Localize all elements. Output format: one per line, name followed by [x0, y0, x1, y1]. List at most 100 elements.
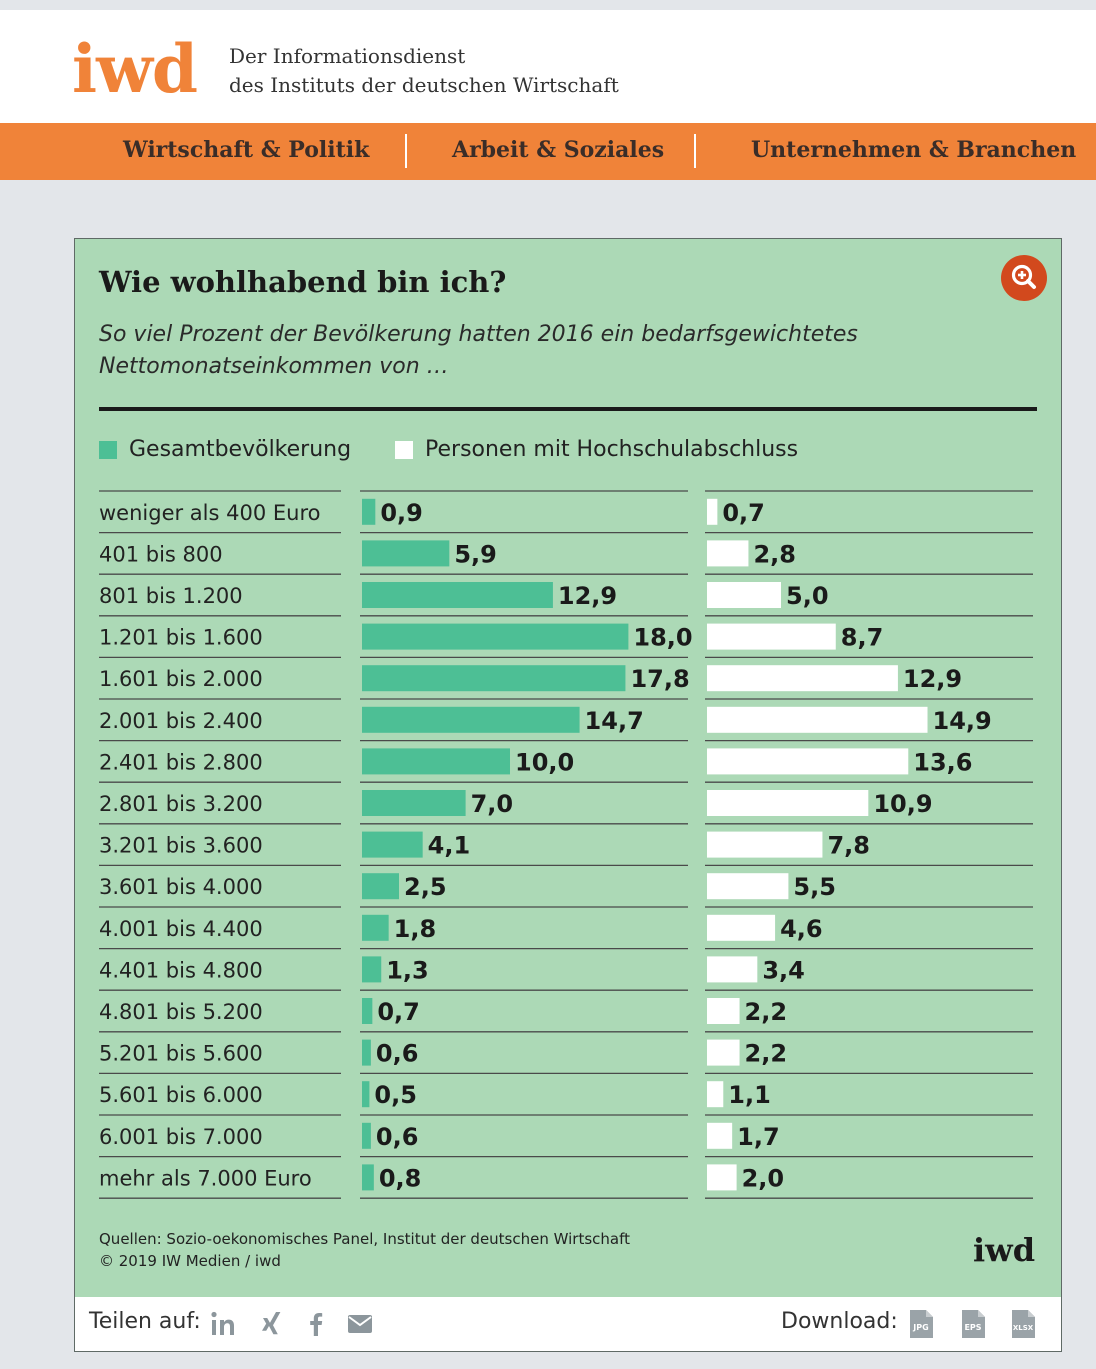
data-label: 8,7 — [841, 624, 884, 652]
share-download-bar: Teilen auf: Download: JPG EPS — [75, 1297, 1061, 1351]
legend-swatch-total — [99, 441, 117, 459]
category-label: 801 bis 1.200 — [99, 584, 243, 608]
category-label: weniger als 400 Euro — [99, 501, 320, 525]
data-label: 3,4 — [762, 956, 805, 984]
data-label: 1,8 — [394, 915, 437, 943]
bar-chart: weniger als 400 Euro 0,9 0,7 401 bis 800 5,9… — [99, 490, 1033, 1199]
category-label: 6.001 bis 7.000 — [99, 1125, 263, 1149]
facebook-icon[interactable] — [301, 1309, 331, 1339]
data-label: 13,6 — [913, 748, 972, 776]
source-note: Quellen: Sozio-oekonomisches Panel, Inst… — [99, 1228, 630, 1272]
bar — [362, 623, 629, 650]
category-label: 5.601 bis 6.000 — [99, 1083, 263, 1107]
bar — [707, 540, 749, 567]
data-label: 2,2 — [745, 998, 788, 1026]
data-label: 14,7 — [585, 707, 644, 735]
chart-card: Wie wohlhabend bin ich? So viel Prozent … — [75, 239, 1061, 1297]
nav-divider — [694, 134, 696, 168]
data-label: 5,0 — [786, 582, 829, 610]
bar — [707, 1122, 733, 1149]
data-label: 2,2 — [745, 1040, 788, 1068]
data-label: 1,1 — [728, 1081, 771, 1109]
bar — [362, 1081, 370, 1108]
title-rule — [99, 407, 1037, 411]
data-label: 18,0 — [633, 624, 692, 652]
bar — [707, 623, 836, 650]
category-label: mehr als 7.000 Euro — [99, 1166, 312, 1190]
site-logo[interactable]: iwd — [72, 30, 198, 108]
category-label: 3.201 bis 3.600 — [99, 834, 263, 858]
source-line: Quellen: Sozio-oekonomisches Panel, Inst… — [99, 1230, 631, 1248]
bar — [362, 873, 399, 900]
data-label: 10,9 — [873, 790, 932, 818]
category-label: 2.401 bis 2.800 — [99, 750, 263, 774]
data-label: 1,3 — [386, 956, 429, 984]
data-label: 4,6 — [780, 915, 823, 943]
category-label: 4.001 bis 4.400 — [99, 917, 263, 941]
bar — [707, 831, 823, 858]
nav-item-wirtschaft-politik[interactable]: Wirtschaft & Politik — [123, 137, 370, 163]
bar — [362, 1122, 371, 1149]
bar — [707, 1039, 740, 1066]
bar — [362, 706, 580, 733]
nav-item-unternehmen-branchen[interactable]: Unternehmen & Branchen — [751, 137, 1077, 163]
data-label: 0,5 — [374, 1081, 417, 1109]
zoom-in-icon — [1011, 264, 1036, 289]
bar — [707, 1081, 724, 1108]
main-nav: Wirtschaft & Politik Arbeit & Soziales U… — [0, 123, 1096, 180]
data-label: 0,6 — [376, 1123, 419, 1151]
bar — [362, 831, 423, 858]
category-label: 1.601 bis 2.000 — [99, 667, 263, 691]
legend-label-total: Gesamtbevölkerung — [129, 437, 352, 462]
category-label: 2.801 bis 3.200 — [99, 792, 263, 816]
data-label: 7,8 — [827, 832, 870, 860]
data-label: 0,9 — [380, 499, 423, 527]
category-label: 1.201 bis 1.600 — [99, 626, 263, 650]
nav-item-arbeit-soziales[interactable]: Arbeit & Soziales — [452, 137, 665, 163]
bar — [707, 873, 789, 900]
zoom-button[interactable] — [1001, 255, 1047, 301]
chart-subtitle: So viel Prozent der Bevölkerung hatten 2… — [99, 322, 858, 379]
bar — [362, 914, 389, 941]
linkedin-icon[interactable] — [209, 1309, 239, 1339]
download-eps-icon[interactable]: EPS — [959, 1309, 987, 1339]
category-label: 4.801 bis 5.200 — [99, 1000, 263, 1024]
category-label: 2.001 bis 2.400 — [99, 709, 263, 733]
bar — [362, 1039, 371, 1066]
download-label: Download: — [781, 1309, 898, 1334]
data-label: 5,5 — [793, 873, 836, 901]
data-label: 12,9 — [558, 582, 617, 610]
data-label: 10,0 — [515, 748, 574, 776]
bar — [707, 498, 718, 525]
bar — [707, 956, 758, 983]
category-label: 401 bis 800 — [99, 542, 223, 566]
bar — [707, 748, 909, 775]
email-icon[interactable] — [345, 1309, 375, 1339]
legend-label-graduates: Personen mit Hochschulabschluss — [425, 437, 799, 462]
download-format-label: EPS — [964, 1323, 981, 1332]
bar — [362, 582, 553, 608]
data-label: 0,7 — [722, 499, 765, 527]
download-format-label: XLSX — [1013, 1324, 1034, 1332]
xing-icon[interactable] — [257, 1309, 287, 1339]
category-label: 3.601 bis 4.000 — [99, 875, 263, 899]
data-label: 14,9 — [933, 707, 992, 735]
data-label: 7,0 — [471, 790, 514, 818]
copyright-line: © 2019 IW Medien / iwd — [99, 1252, 281, 1270]
legend-swatch-graduates — [395, 441, 413, 459]
data-label: 0,6 — [376, 1040, 419, 1068]
download-format-label: JPG — [912, 1323, 928, 1332]
bar — [707, 706, 928, 733]
data-label: 2,0 — [742, 1164, 785, 1192]
data-label: 2,5 — [404, 873, 447, 901]
bar — [362, 790, 466, 816]
bar — [707, 1164, 737, 1191]
bar — [362, 540, 450, 567]
bar — [362, 665, 626, 692]
bar — [362, 956, 382, 983]
bar — [362, 1164, 374, 1191]
download-xlsx-icon[interactable]: XLSX — [1009, 1309, 1037, 1339]
nav-divider — [405, 134, 407, 168]
download-jpg-icon[interactable]: JPG — [907, 1309, 935, 1339]
bar — [707, 582, 781, 608]
